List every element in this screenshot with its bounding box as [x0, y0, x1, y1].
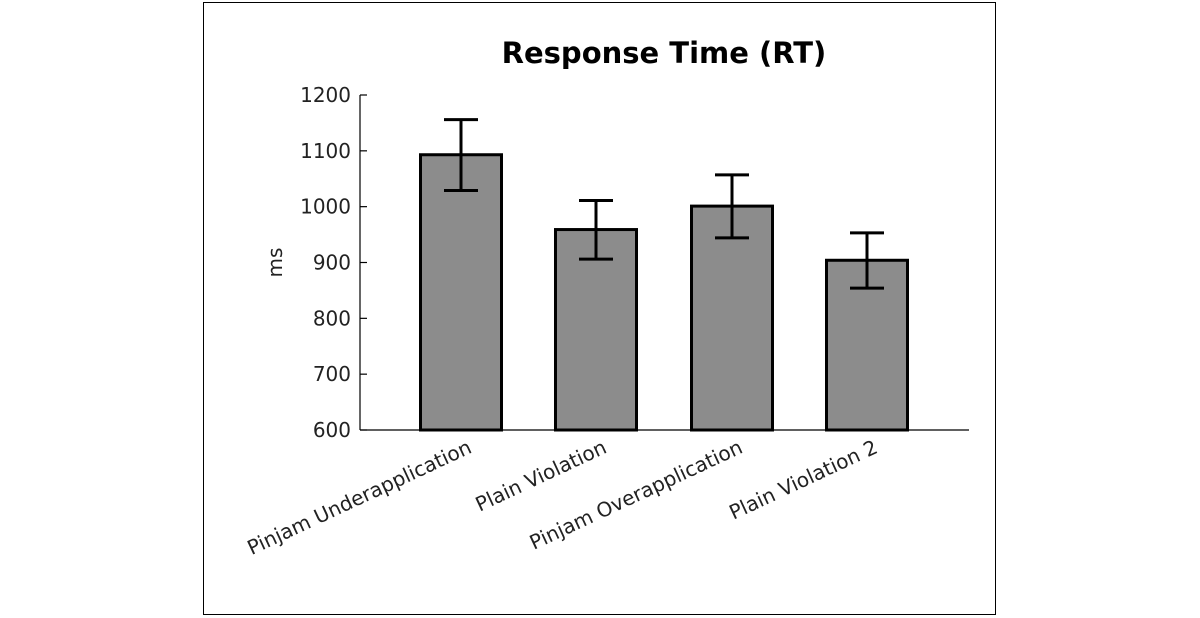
y-tick-label-1100: 1100: [300, 139, 351, 163]
y-axis-label: ms: [263, 248, 287, 278]
y-tick-label-800: 800: [313, 306, 351, 330]
y-tick-label-700: 700: [313, 362, 351, 386]
x-tick-label-4: Plain Violation 2: [725, 435, 881, 525]
y-tick-label-600: 600: [313, 418, 351, 442]
bar-chart: Response Time (RT) ms Pinjam Underapplic…: [243, 36, 969, 560]
bar-2: [554, 228, 638, 432]
y-tick-label-1000: 1000: [300, 195, 351, 219]
bar-1: [419, 153, 503, 432]
x-tick-label-3: Pinjam Overapplication: [526, 435, 746, 555]
y-tick-label-1200: 1200: [300, 83, 351, 107]
chart-frame: Response Time (RT) ms Pinjam Underapplic…: [203, 2, 996, 615]
y-tick-label-900: 900: [313, 251, 351, 275]
bar-3: [690, 204, 774, 432]
chart-title: Response Time (RT): [502, 36, 827, 70]
x-tick-label-1: Pinjam Underapplication: [243, 435, 475, 560]
